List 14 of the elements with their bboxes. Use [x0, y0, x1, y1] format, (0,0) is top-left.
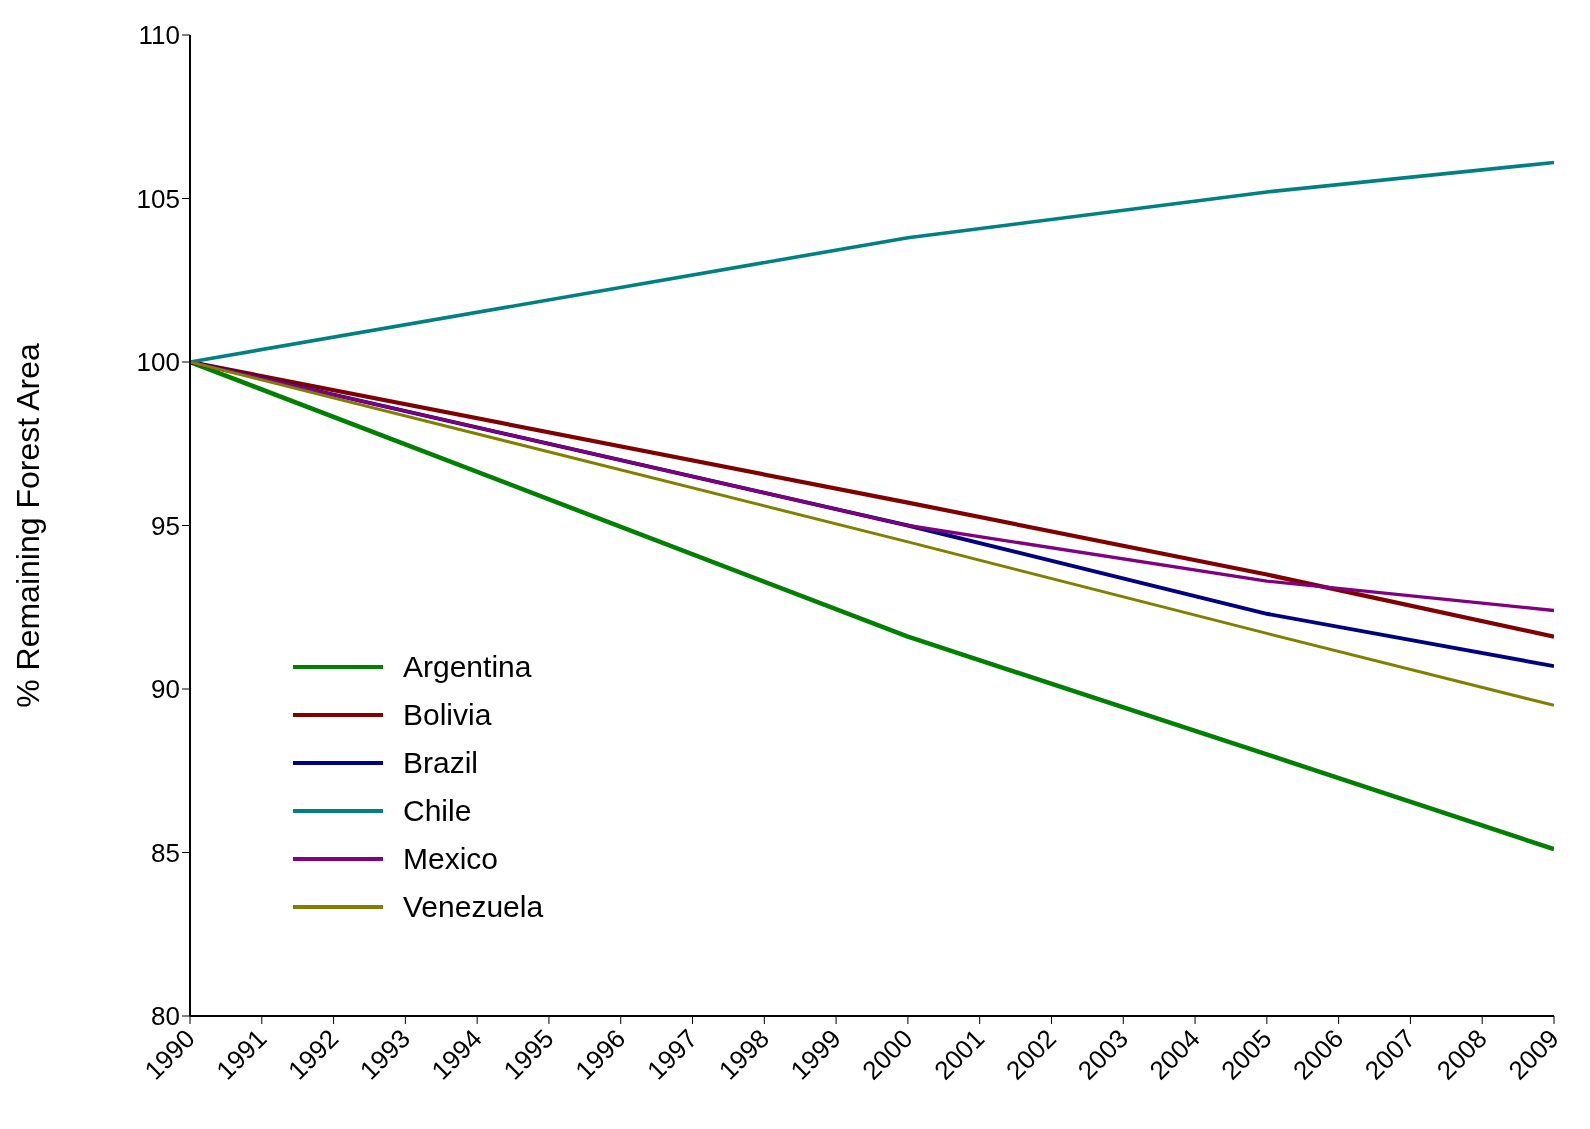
- legend-label: Mexico: [403, 841, 499, 877]
- y-axis-title: % Remaining Forest Area: [10, 342, 47, 708]
- y-tick-label: 105: [136, 183, 180, 214]
- y-tick-label: 95: [151, 510, 180, 541]
- y-tick-label: 85: [151, 837, 180, 868]
- y-tick-label: 80: [151, 1001, 180, 1032]
- legend-label: Venezuela: [403, 889, 544, 925]
- y-tick-label: 90: [151, 674, 180, 705]
- legend-label: Chile: [403, 793, 472, 829]
- y-tick-label: 100: [136, 347, 180, 378]
- legend-label: Brazil: [403, 745, 479, 781]
- legend-label: Argentina: [403, 649, 532, 685]
- y-tick-label: 110: [138, 20, 180, 51]
- legend-label: Bolivia: [403, 697, 492, 733]
